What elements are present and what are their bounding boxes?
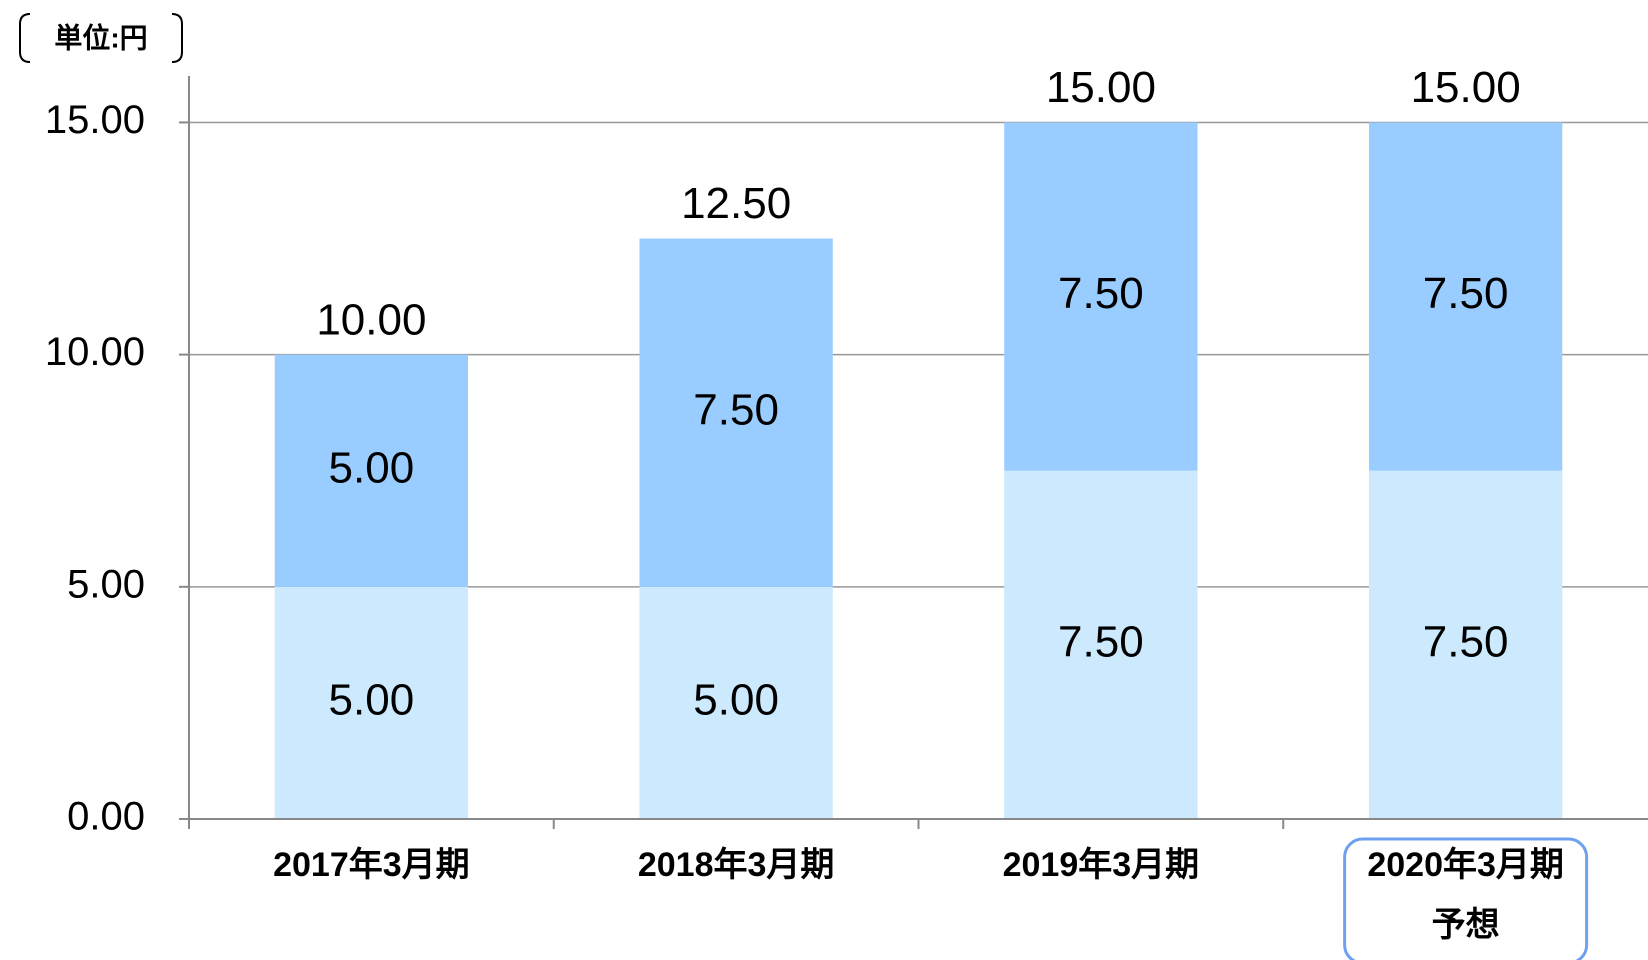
value-label: 7.50: [1423, 269, 1509, 318]
bar-segment: [1368, 122, 1563, 471]
y-tick-label: 0.00: [67, 795, 145, 839]
value-label: 5.00: [329, 676, 415, 725]
total-label: 15.00: [1411, 63, 1521, 112]
total-label: 15.00: [1046, 63, 1156, 112]
x-tick-label: 2019年3月期: [1003, 846, 1200, 884]
total-label: 12.50: [681, 179, 791, 228]
forecast-box: [1343, 837, 1589, 960]
x-tick-label: 2018年3月期: [638, 846, 835, 884]
bar-segment: [1368, 470, 1563, 819]
bar-segment: [1004, 470, 1198, 819]
value-label: 7.50: [1058, 269, 1144, 318]
value-label: 7.50: [1423, 617, 1509, 666]
bar-segment: [274, 354, 469, 587]
y-tick-label: 10.00: [45, 330, 145, 374]
bar-segment: [1004, 122, 1198, 471]
unit-label: 単位:円: [54, 21, 147, 53]
value-label: 7.50: [693, 385, 779, 434]
bar-segment: [639, 586, 833, 819]
unit-bracket-left: [19, 13, 31, 63]
y-tick-label: 15.00: [45, 98, 145, 142]
value-label: 5.00: [329, 443, 415, 492]
forecast-note: 予想: [1432, 906, 1500, 944]
bar-segment: [639, 238, 833, 587]
value-label: 7.50: [1058, 617, 1144, 666]
unit-bracket-right: [171, 13, 183, 63]
y-tick-label: 5.00: [67, 562, 145, 606]
x-tick-label: 2020年3月期: [1367, 846, 1564, 884]
total-label: 10.00: [316, 295, 426, 344]
x-tick-label: 2017年3月期: [273, 846, 470, 884]
bar-segment: [274, 586, 469, 819]
value-label: 5.00: [693, 676, 779, 725]
